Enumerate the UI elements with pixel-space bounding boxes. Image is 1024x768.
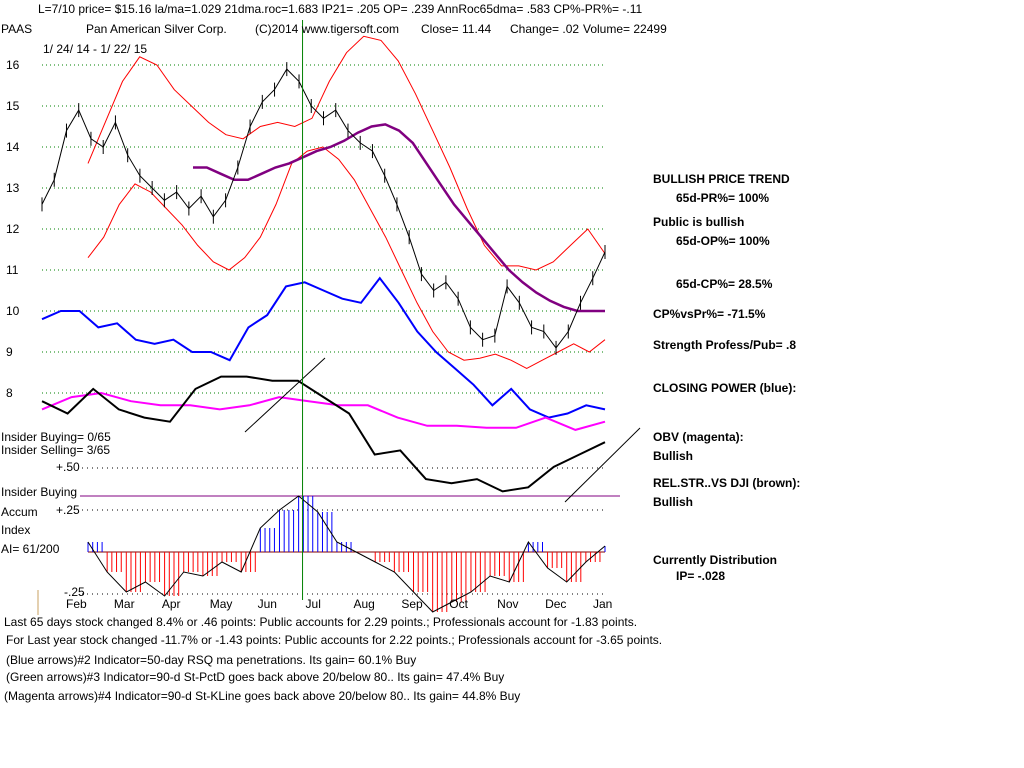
upper-band-line (87, 35, 606, 271)
index-label: Index (1, 523, 31, 537)
y-tick-12: 12 (6, 222, 20, 236)
strength-value: Strength Profess/Pub= .8 (653, 338, 797, 352)
accum-ma-line (87, 495, 606, 613)
copyright: (C)2014 www.tigersoft.com (255, 22, 400, 36)
month-label-oct: Oct (449, 597, 468, 611)
month-label-feb: Feb (66, 597, 87, 611)
accum-plus50: +.50 (56, 460, 80, 474)
relstr-state: Bullish (653, 495, 694, 509)
op-value: 65d-OP%= 100% (676, 234, 770, 248)
accum-index-bars (87, 496, 606, 612)
footer-line-5: (Magenta arrows)#4 Indicator=90-d St-KLi… (4, 689, 521, 703)
accum-label: Accum (1, 505, 38, 519)
month-label-mar: Mar (114, 597, 135, 611)
y-tick-13: 13 (6, 181, 20, 195)
ticker: PAAS (1, 22, 33, 36)
y-tick-14: 14 (6, 140, 20, 154)
insider-selling: Insider Selling= 3/65 (1, 443, 111, 457)
y-tick-10: 10 (6, 304, 20, 318)
pr-value: 65d-PR%= 100% (676, 191, 770, 205)
month-label-jun: Jun (258, 597, 277, 611)
accum-plus25: +.25 (56, 503, 80, 517)
month-label-jul: Jul (306, 597, 321, 611)
month-label-jan: Jan (593, 597, 612, 611)
cp-value: 65d-CP%= 28.5% (676, 277, 773, 291)
y-tick-8: 8 (6, 386, 13, 400)
footer-line-4: (Green arrows)#3 Indicator=90-d St-PctD … (6, 670, 505, 684)
closing-power-label: CLOSING POWER (blue): (653, 381, 797, 395)
y-tick-9: 9 (6, 345, 13, 359)
month-label-nov: Nov (497, 597, 518, 611)
trendline-2 (564, 427, 641, 503)
price-line (41, 68, 606, 349)
footer-line-1: Last 65 days stock changed 8.4% or .46 p… (4, 615, 638, 629)
ai-value: AI= 61/200 (1, 542, 60, 556)
y-tick-15: 15 (6, 99, 20, 113)
insider-buying: Insider Buying= 0/65 (1, 430, 111, 444)
obv-line (41, 391, 606, 431)
y-tick-labels: 16 15 14 13 12 11 10 9 8 (6, 58, 20, 400)
header-stats: L=7/10 price= $15.16 la/ma=1.029 21dma.r… (38, 2, 643, 16)
chart-series (41, 20, 641, 613)
month-label-sep: Sep (401, 597, 423, 611)
cpvspr-value: CP%vsPr%= -71.5% (653, 307, 766, 321)
month-label-may: May (210, 597, 233, 611)
month-label-aug: Aug (353, 597, 374, 611)
month-label-dec: Dec (545, 597, 566, 611)
footer-line-3: (Blue arrows)#2 Indicator=50-day RSQ ma … (6, 653, 417, 667)
y-tick-11: 11 (6, 263, 19, 277)
accum-minus25: -.25 (64, 585, 85, 599)
company-name: Pan American Silver Corp. (86, 22, 227, 36)
lower-band-line (87, 146, 606, 369)
distribution-status: Currently Distribution (653, 553, 778, 567)
volume-value: Volume= 22499 (583, 22, 667, 36)
closing-power-line (41, 276, 606, 419)
ma65-line (193, 123, 605, 313)
close-value: Close= 11.44 (421, 22, 492, 36)
ip-value: IP= -.028 (676, 569, 726, 583)
month-labels: Feb Mar Apr May Jun Jul Aug Sep Oct Nov Dec Jan (66, 597, 612, 611)
month-label-apr: Apr (162, 597, 181, 611)
obv-label: OBV (magenta): (653, 430, 744, 444)
footer-line-2: For Last year stock changed -11.7% or -1… (6, 633, 663, 647)
date-range: 1/ 24/ 14 - 1/ 22/ 15 (43, 42, 148, 56)
relstr-label: REL.STR..VS DJI (brown): (653, 476, 801, 490)
public-status: Public is bullish (653, 215, 745, 229)
rel-str-line (41, 375, 606, 493)
obv-state: Bullish (653, 449, 694, 463)
change-value: Change= .02 (510, 22, 580, 36)
y-tick-16: 16 (6, 58, 20, 72)
trendline-1 (244, 357, 326, 433)
insider-buying-line-label: Insider Buying (1, 485, 78, 499)
trend-status: BULLISH PRICE TREND (653, 172, 790, 186)
